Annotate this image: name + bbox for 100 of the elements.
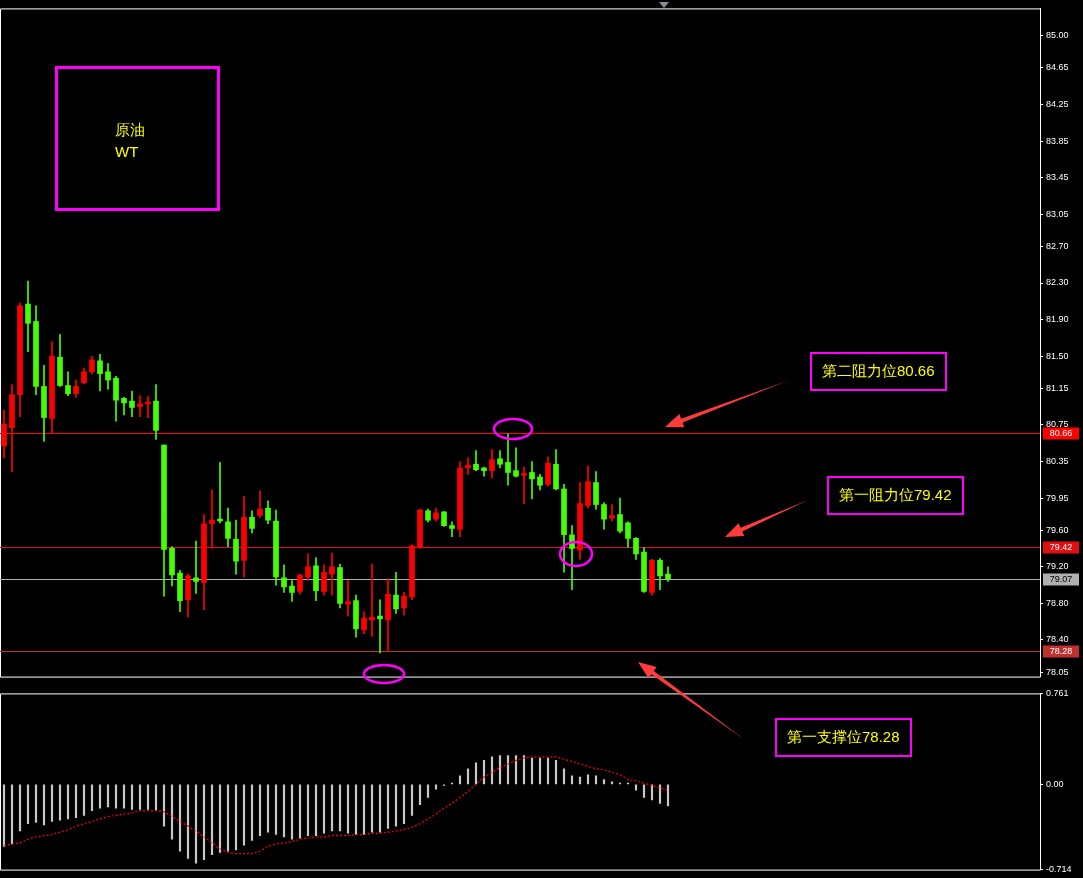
bar (634, 784, 638, 791)
bar (114, 784, 118, 809)
candlestick (529, 461, 535, 500)
bar (138, 784, 142, 810)
bar (58, 784, 62, 821)
bar (506, 755, 510, 785)
bar (530, 757, 534, 785)
bar (666, 784, 670, 807)
annotation: 第二阻力位80.66 (810, 352, 947, 391)
bar (226, 784, 230, 852)
bar (266, 784, 270, 833)
bar (362, 784, 366, 835)
y-tick-label: 79.60 (1046, 524, 1069, 535)
y-tick-label: 83.05 (1046, 208, 1069, 219)
bar (434, 784, 438, 790)
bar (330, 784, 334, 832)
bar (90, 784, 94, 811)
ref-line-label: 80.66 (1049, 428, 1073, 439)
candlestick (329, 552, 335, 596)
bar (82, 784, 86, 816)
bar (98, 784, 102, 809)
bar (306, 784, 310, 836)
bar (34, 784, 38, 823)
bar (186, 784, 190, 859)
bar (66, 784, 70, 820)
candlestick (369, 563, 375, 637)
y-tick-label: 79.95 (1046, 492, 1069, 503)
candlestick (209, 489, 215, 549)
bar (218, 784, 222, 853)
bar (474, 762, 478, 785)
candlestick (193, 540, 199, 594)
bar (274, 784, 278, 835)
y-tick-label: 0.00 (1046, 778, 1064, 789)
bar (338, 784, 342, 832)
bar (298, 784, 302, 839)
bar (346, 784, 350, 834)
bar (562, 768, 566, 785)
bar (386, 784, 390, 829)
bar (194, 784, 198, 864)
bar (146, 784, 150, 810)
y-tick-label: 78.05 (1046, 666, 1069, 677)
y-tick-label: 0.761 (1046, 687, 1069, 698)
bar (250, 784, 254, 841)
y-tick-label: 80.35 (1046, 455, 1069, 466)
y-tick-label: 85.00 (1046, 30, 1069, 41)
bar (210, 784, 214, 856)
candlestick (345, 580, 351, 617)
bar (50, 784, 54, 822)
bar (466, 768, 470, 785)
y-tick-label: -0.714 (1046, 864, 1072, 875)
bar (538, 757, 542, 785)
annotation: 第一阻力位79.42 (827, 476, 964, 515)
bar (2, 784, 6, 847)
bar (26, 784, 30, 825)
candlestick (377, 599, 383, 654)
y-tick-label: 81.90 (1046, 314, 1069, 325)
ref-line-label: 79.07 (1049, 574, 1073, 585)
bar (354, 784, 358, 835)
bar (370, 784, 374, 833)
candlestick (609, 504, 615, 522)
candlestick (137, 395, 143, 417)
bar (106, 784, 110, 808)
bar (234, 784, 238, 851)
y-tick-label: 84.65 (1046, 62, 1069, 73)
bar (10, 784, 14, 845)
y-tick-label: 81.50 (1046, 350, 1069, 361)
y-tick-label: 82.30 (1046, 277, 1069, 288)
bar (154, 784, 158, 811)
y-tick-label: 81.15 (1046, 382, 1069, 393)
bar (410, 784, 414, 816)
y-tick-label: 82.70 (1046, 240, 1069, 251)
bar (122, 784, 126, 809)
y-tick-label: 84.25 (1046, 99, 1069, 109)
candlestick (513, 447, 519, 478)
bar (650, 784, 654, 801)
bar (642, 784, 646, 798)
text: 原油 WT (115, 120, 145, 162)
bar (170, 784, 174, 840)
ref-line-label: 79.42 (1049, 542, 1073, 553)
bar (498, 755, 502, 785)
bar (546, 757, 550, 785)
bar (242, 784, 246, 846)
line-series (3, 756, 669, 855)
y-tick-label: 80.75 (1046, 419, 1069, 430)
candlestick (521, 466, 527, 504)
bar (322, 784, 326, 834)
y-tick-label: 78.40 (1046, 634, 1069, 645)
bar (514, 755, 518, 785)
y-tick-label: 79.20 (1046, 561, 1069, 572)
bar (658, 784, 662, 804)
bar (554, 760, 558, 785)
candlestick (257, 490, 263, 518)
bar (18, 784, 22, 832)
bar (378, 784, 382, 833)
bar (130, 784, 134, 810)
bar (426, 784, 430, 798)
bar (282, 784, 286, 838)
bar (178, 784, 182, 852)
ref-line-label: 78.28 (1049, 646, 1073, 657)
bar (314, 784, 318, 836)
